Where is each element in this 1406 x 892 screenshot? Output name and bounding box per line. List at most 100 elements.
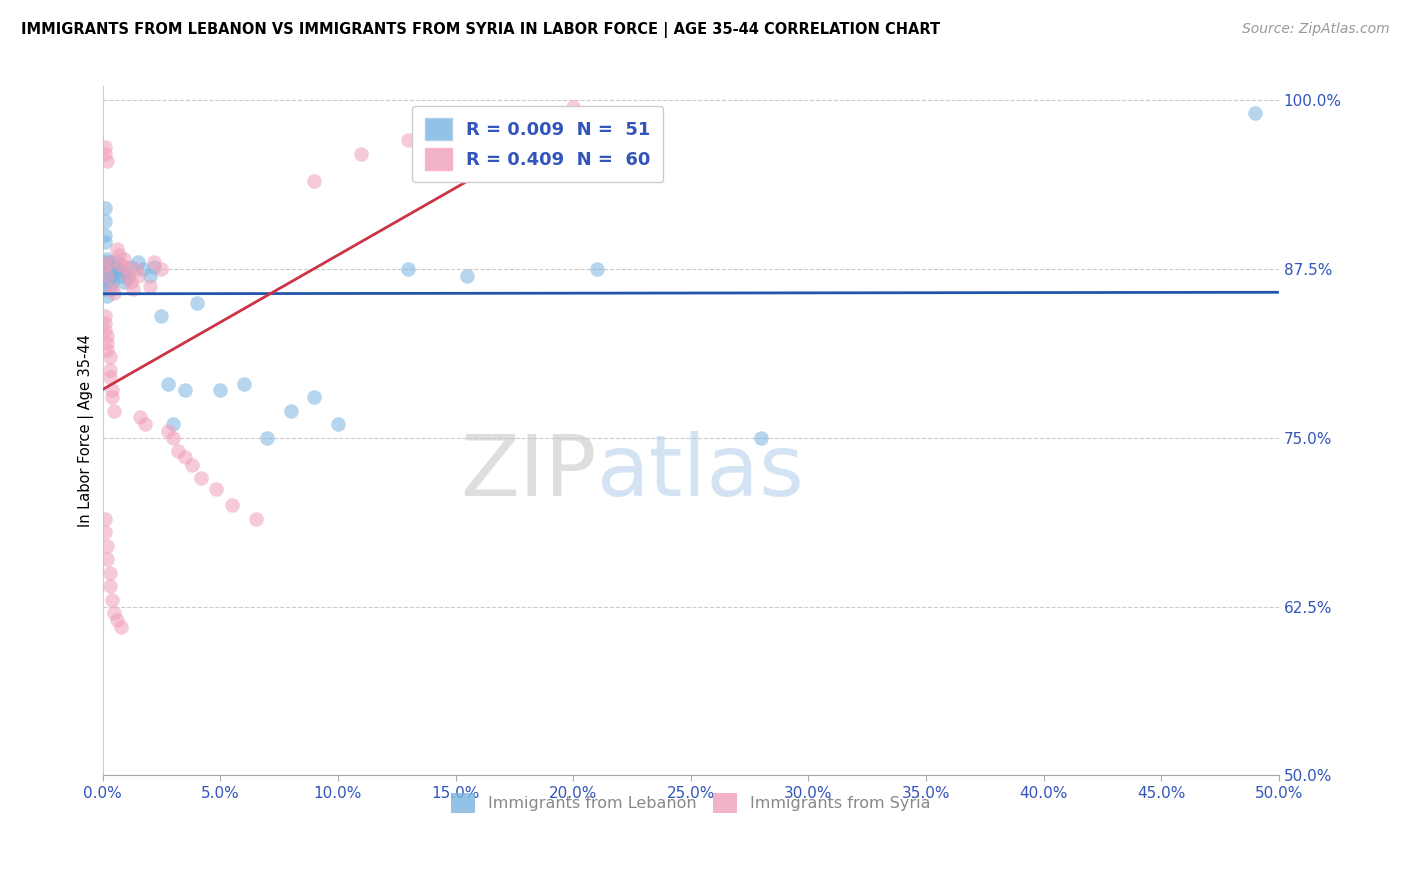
Point: [96, 252, 118, 267]
Point: [96, 329, 118, 343]
Point: [115, 266, 138, 280]
Point: [94, 235, 117, 249]
Point: [96, 336, 118, 351]
Point: [131, 261, 153, 276]
Point: [103, 286, 125, 301]
Point: [112, 275, 135, 289]
Point: [96, 258, 118, 272]
Point: [209, 384, 232, 398]
Point: [98, 370, 121, 384]
Point: [105, 255, 128, 269]
Point: [108, 248, 131, 262]
Point: [181, 458, 204, 472]
Point: [562, 100, 585, 114]
Point: [98, 350, 121, 364]
Point: [101, 390, 124, 404]
Point: [304, 174, 326, 188]
Point: [444, 120, 467, 134]
Point: [167, 444, 190, 458]
Point: [105, 613, 128, 627]
Text: Source: ZipAtlas.com: Source: ZipAtlas.com: [1241, 22, 1389, 37]
Point: [98, 363, 121, 377]
Point: [150, 309, 173, 323]
Point: [101, 268, 124, 283]
Text: IMMIGRANTS FROM LEBANON VS IMMIGRANTS FROM SYRIA IN LABOR FORCE | AGE 35-44 CORR: IMMIGRANTS FROM LEBANON VS IMMIGRANTS FR…: [21, 22, 941, 38]
Point: [98, 255, 121, 269]
Point: [124, 261, 146, 276]
Point: [94, 309, 117, 323]
Point: [122, 282, 145, 296]
Point: [221, 498, 243, 512]
Point: [94, 214, 117, 228]
Point: [98, 261, 121, 276]
Point: [103, 607, 125, 621]
Point: [96, 552, 118, 566]
Point: [96, 539, 118, 553]
Point: [157, 424, 180, 438]
Legend: Immigrants from Lebanon, Immigrants from Syria: Immigrants from Lebanon, Immigrants from…: [446, 787, 936, 819]
Point: [96, 268, 118, 283]
Point: [94, 140, 117, 154]
Point: [94, 201, 117, 215]
Point: [110, 258, 132, 272]
Point: [1244, 106, 1267, 120]
Point: [174, 450, 197, 464]
Point: [98, 279, 121, 293]
Point: [96, 268, 118, 283]
Point: [94, 147, 117, 161]
Point: [94, 268, 117, 283]
Point: [749, 431, 772, 445]
Point: [98, 566, 121, 580]
Point: [127, 255, 149, 269]
Point: [143, 260, 166, 275]
Point: [190, 471, 212, 485]
Point: [98, 268, 121, 283]
Point: [120, 260, 142, 275]
Point: [96, 289, 118, 303]
Point: [101, 384, 124, 398]
Point: [105, 261, 128, 276]
Point: [94, 322, 117, 336]
Point: [585, 261, 607, 276]
Point: [138, 268, 160, 283]
Point: [304, 390, 326, 404]
Point: [398, 261, 420, 276]
Point: [105, 242, 128, 256]
Point: [117, 268, 139, 283]
Point: [101, 261, 124, 276]
Point: [98, 255, 121, 269]
Point: [138, 279, 160, 293]
Point: [157, 376, 180, 391]
Point: [120, 275, 142, 289]
Point: [101, 592, 124, 607]
Point: [108, 260, 131, 275]
Y-axis label: In Labor Force | Age 35-44: In Labor Force | Age 35-44: [79, 334, 94, 527]
Point: [150, 261, 173, 276]
Point: [110, 268, 132, 283]
Point: [112, 252, 135, 267]
Point: [94, 282, 117, 296]
Point: [94, 525, 117, 540]
Point: [94, 316, 117, 330]
Point: [103, 266, 125, 280]
Text: atlas: atlas: [596, 431, 804, 514]
Point: [326, 417, 349, 432]
Point: [94, 255, 117, 269]
Point: [127, 268, 149, 283]
Point: [98, 579, 121, 593]
Point: [350, 147, 373, 161]
Point: [101, 282, 124, 296]
Point: [117, 271, 139, 285]
Point: [94, 261, 117, 276]
Point: [280, 403, 302, 417]
Point: [256, 431, 278, 445]
Point: [96, 260, 118, 275]
Point: [101, 275, 124, 289]
Point: [456, 268, 478, 283]
Text: ZIP: ZIP: [460, 431, 596, 514]
Point: [115, 260, 138, 275]
Point: [96, 153, 118, 168]
Point: [110, 620, 132, 634]
Point: [94, 227, 117, 242]
Point: [103, 258, 125, 272]
